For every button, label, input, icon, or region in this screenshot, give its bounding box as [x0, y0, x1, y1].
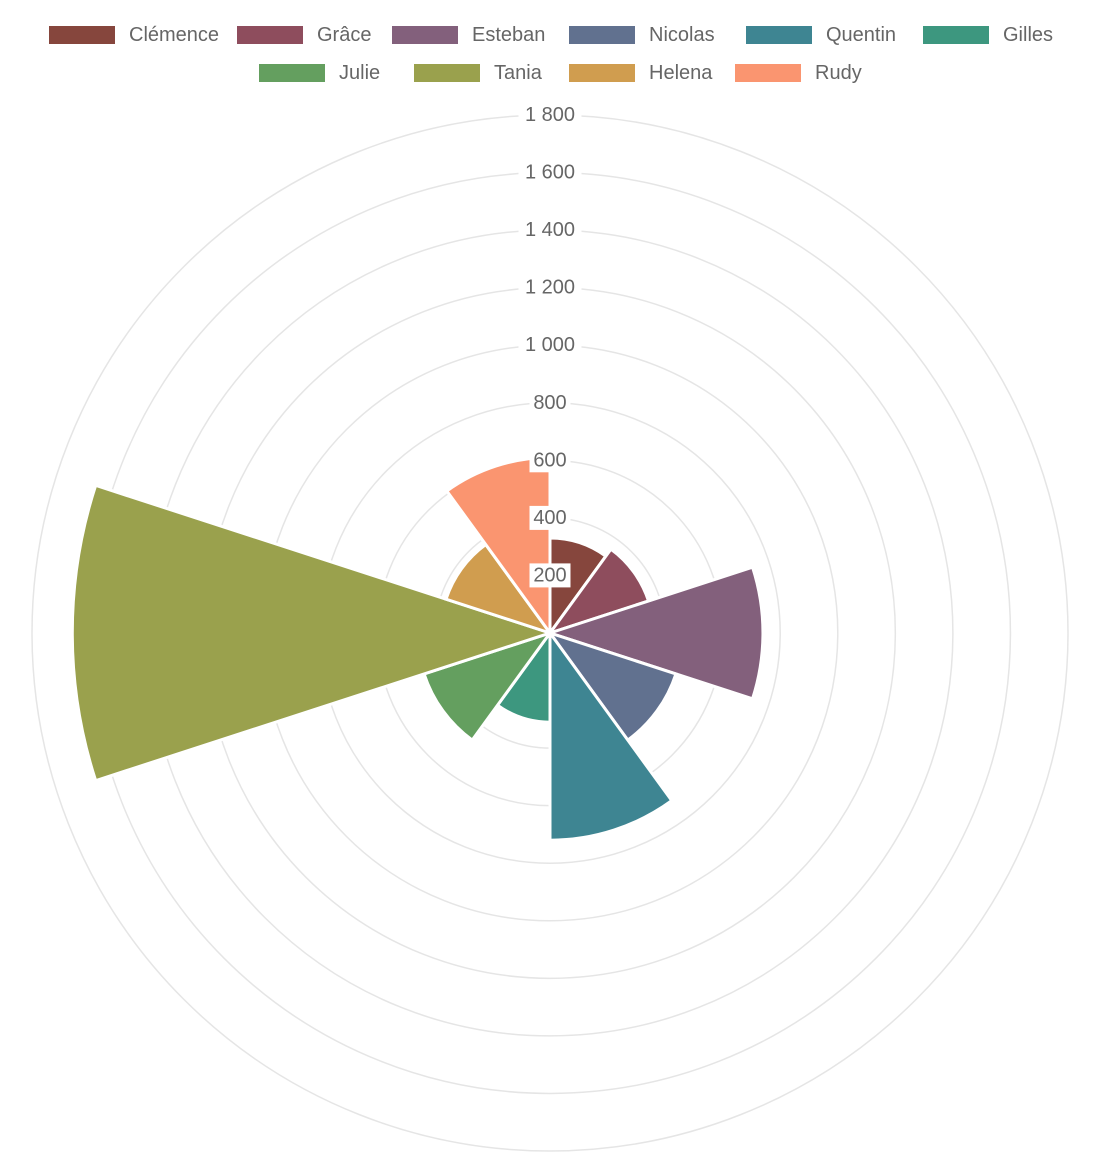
legend-item-grâce[interactable]: Grâce — [237, 24, 371, 46]
data-segments — [70, 455, 765, 842]
legend-swatch — [923, 26, 989, 44]
legend-swatch — [414, 64, 480, 82]
legend-item-tania[interactable]: Tania — [414, 62, 543, 84]
tick-label-4: 1 000 — [525, 334, 575, 356]
legend: Clémence Grâce Esteban Nicolas Quentin Gilles… — [49, 24, 1053, 84]
legend-swatch — [237, 26, 303, 44]
legend-swatch — [392, 26, 458, 44]
tick-label-bg-1 — [529, 505, 571, 530]
tick-label-7: 1 600 — [525, 162, 575, 184]
legend-swatch — [259, 64, 325, 82]
tick-label-6: 1 400 — [525, 219, 575, 241]
legend-label: Gilles — [1003, 24, 1053, 46]
legend-swatch — [735, 64, 801, 82]
segment-esteban[interactable] — [545, 565, 765, 701]
segment-quentin[interactable] — [548, 628, 674, 842]
legend-item-nicolas[interactable]: Nicolas — [569, 24, 715, 46]
tick-label-bg-4 — [518, 333, 582, 358]
tick-label-3: 800 — [533, 392, 566, 414]
tick-label-bg-6 — [518, 218, 582, 243]
legend-item-julie[interactable]: Julie — [259, 62, 380, 84]
tick-label-0: 200 — [533, 564, 566, 586]
tick-label-bg-2 — [529, 448, 571, 473]
legend-label: Clémence — [129, 24, 219, 46]
legend-item-clémence[interactable]: Clémence — [49, 24, 219, 46]
legend-swatch — [49, 26, 115, 44]
tick-label-bg-3 — [529, 390, 571, 415]
legend-item-quentin[interactable]: Quentin — [746, 24, 896, 46]
legend-swatch — [569, 64, 635, 82]
legend-label: Nicolas — [649, 24, 715, 46]
legend-item-rudy[interactable]: Rudy — [735, 62, 862, 84]
legend-label: Rudy — [815, 62, 862, 84]
tick-label-8: 1 800 — [525, 104, 575, 126]
legend-label: Grâce — [317, 24, 371, 46]
tick-label-bg-7 — [518, 160, 582, 185]
legend-label: Julie — [339, 62, 380, 84]
tick-label-bg-8 — [518, 103, 582, 127]
legend-label: Esteban — [472, 24, 545, 46]
tick-label-5: 1 200 — [525, 277, 575, 299]
legend-item-esteban[interactable]: Esteban — [392, 24, 545, 46]
segment-tania[interactable] — [70, 483, 555, 783]
legend-label: Quentin — [826, 24, 896, 46]
tick-label-1: 400 — [533, 507, 566, 529]
legend-item-helena[interactable]: Helena — [569, 62, 713, 84]
tick-label-bg-0 — [529, 563, 571, 588]
legend-label: Tania — [494, 62, 543, 84]
legend-swatch — [569, 26, 635, 44]
legend-swatch — [746, 26, 812, 44]
segment-nicolas[interactable] — [546, 630, 678, 743]
legend-label: Helena — [649, 62, 713, 84]
tick-label-bg-5 — [518, 275, 582, 300]
legend-item-gilles[interactable]: Gilles — [923, 24, 1053, 46]
tick-label-2: 600 — [533, 449, 566, 471]
segment-julie[interactable] — [422, 630, 554, 743]
radial-tick-labels: 200 400 600 800 1 000 1 200 1 400 1 600 1 800 — [518, 103, 582, 588]
